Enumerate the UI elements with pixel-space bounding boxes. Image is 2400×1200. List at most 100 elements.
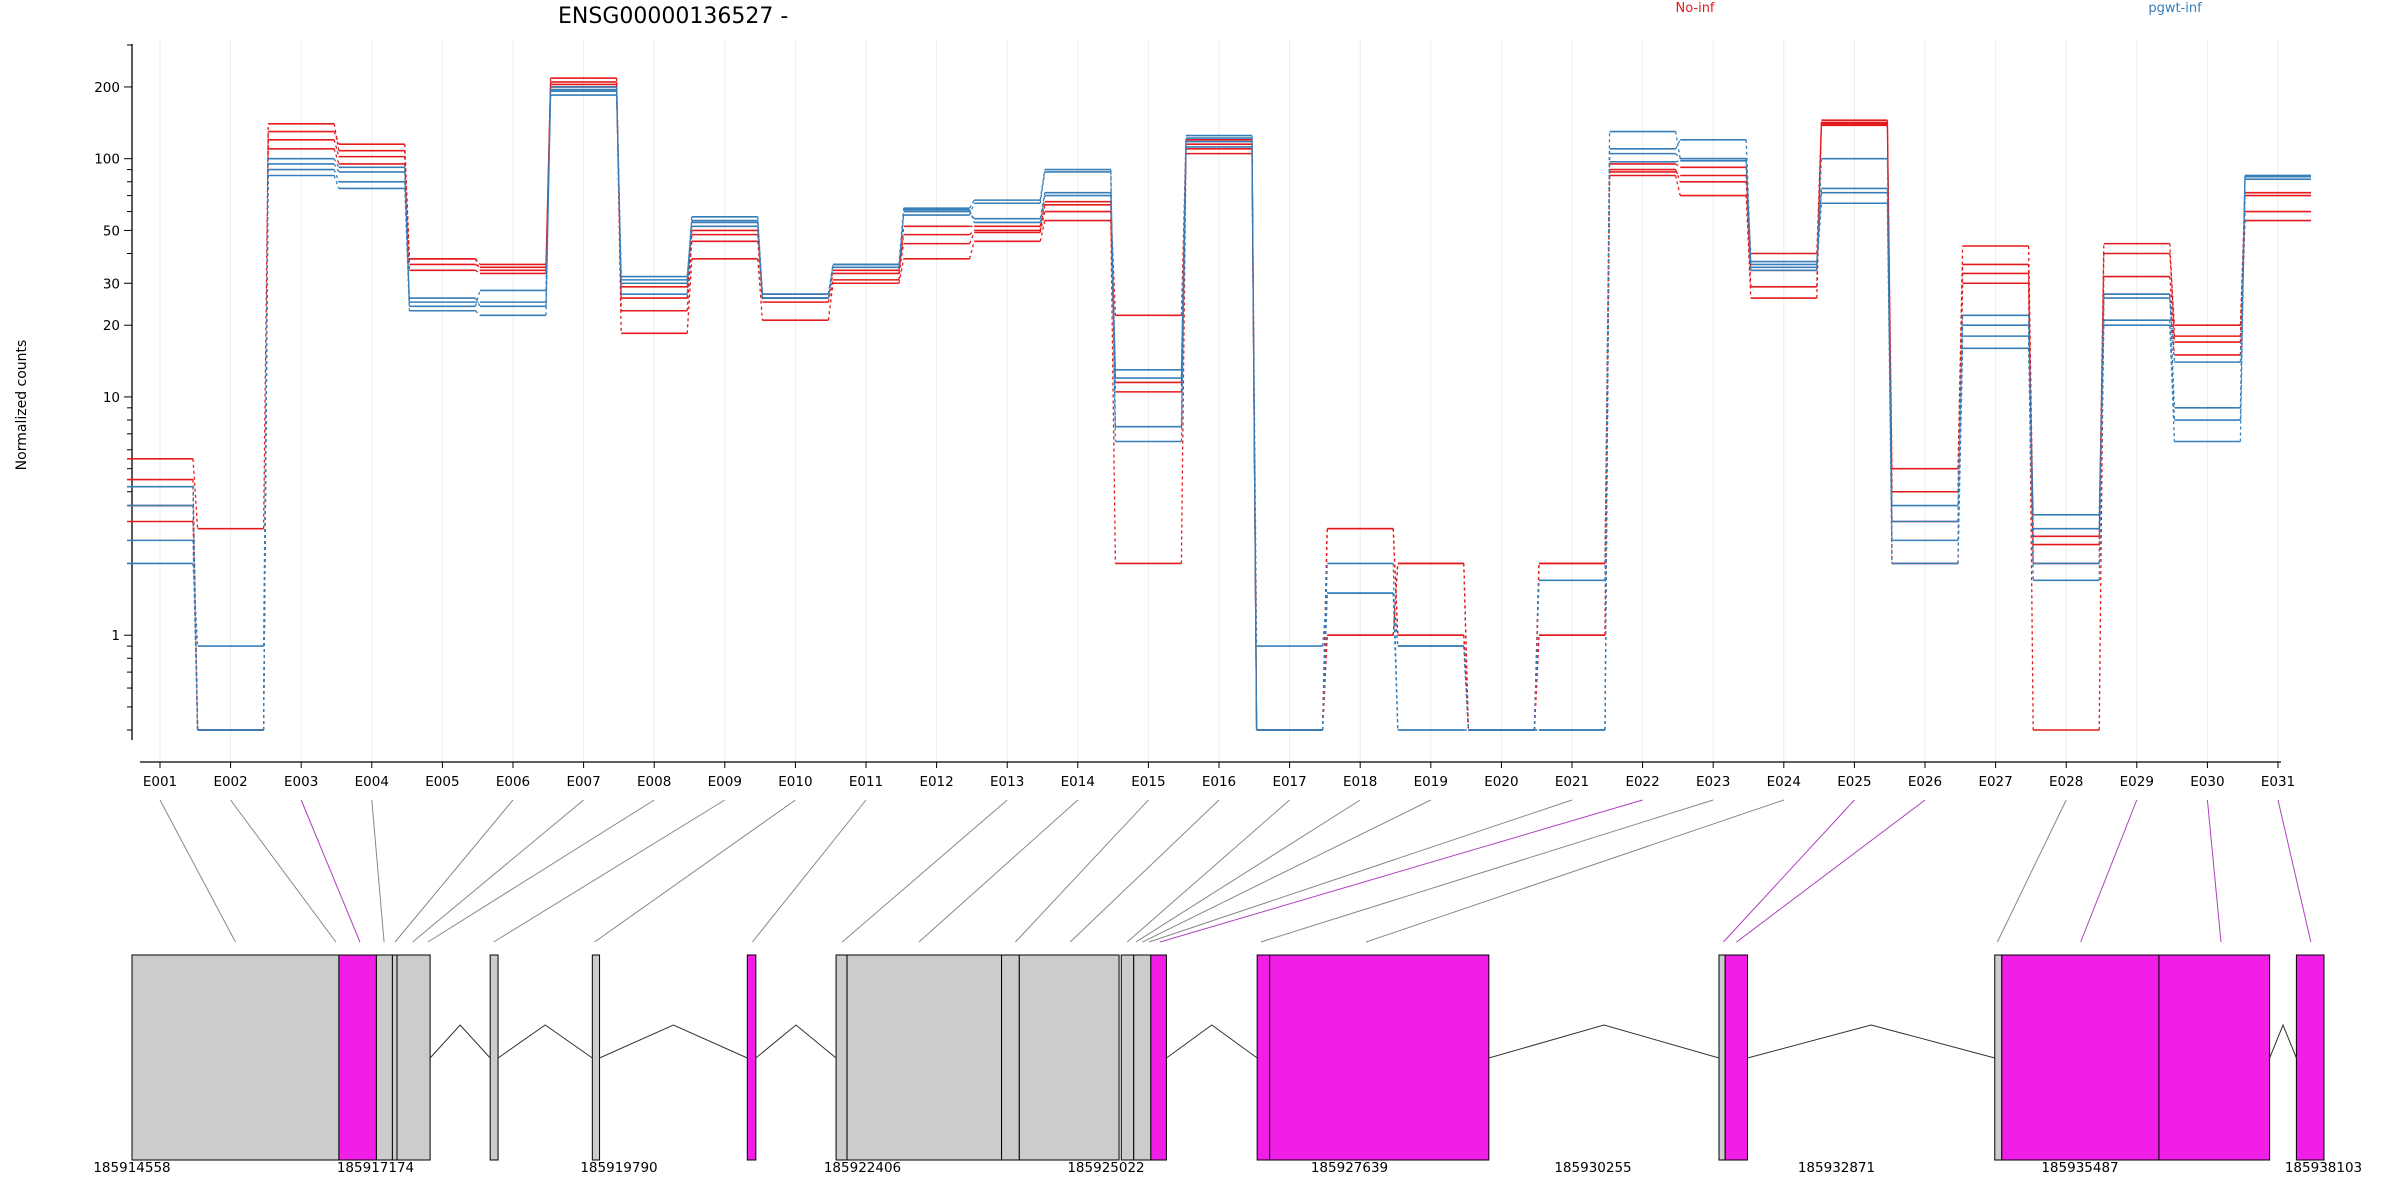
exon-connector	[1260, 799, 1714, 943]
series-transition	[1039, 204, 1046, 227]
x-tick-label: E014	[1061, 774, 1095, 790]
x-tick-label: E016	[1202, 774, 1236, 790]
series-transition	[262, 158, 269, 731]
series-transition	[333, 169, 340, 182]
intron-line	[1166, 1024, 1258, 1059]
x-tick-label: E021	[1555, 774, 1589, 790]
exon-connectors	[159, 799, 2312, 943]
series-transition	[1039, 169, 1046, 201]
series-transition	[333, 158, 340, 168]
exon-connector	[427, 799, 655, 943]
series-transition	[404, 171, 411, 303]
series-transition	[1392, 593, 1399, 647]
series-transition	[333, 123, 340, 151]
x-tick-label: E028	[2049, 774, 2083, 790]
series-transition	[333, 163, 340, 173]
x-tick-label: E008	[637, 774, 671, 790]
series-transition	[1039, 195, 1046, 223]
x-tick-label: E029	[2120, 774, 2154, 790]
series-transition	[2027, 325, 2034, 529]
series-transition	[898, 258, 905, 284]
exon-block	[396, 954, 431, 1161]
x-tick-label: E026	[1908, 774, 1942, 790]
intron-line	[429, 1024, 491, 1059]
series-transition	[615, 86, 622, 295]
series-transition	[1392, 563, 1399, 731]
x-tick-label: E027	[1978, 774, 2012, 790]
series-transition	[1251, 138, 1258, 731]
series-transition	[1321, 635, 1328, 731]
exon-block	[846, 954, 1003, 1161]
y-tick-label: 100	[94, 152, 120, 168]
coordinate-label: 185919790	[580, 1160, 657, 1176]
exon-block	[1269, 954, 1490, 1161]
intron-line	[2269, 1023, 2297, 1059]
x-tick-label: E019	[1414, 774, 1448, 790]
series-transition	[2098, 294, 2105, 515]
series-transition	[1180, 153, 1187, 564]
x-tick-label: E022	[1625, 774, 1659, 790]
intron-line	[1747, 1024, 1995, 1059]
intron-line	[755, 1024, 837, 1059]
x-axis: E001 E002 E003 E004 E005 E006 E007 E008 E009 E010…	[140, 761, 2295, 790]
exon-connector	[1365, 799, 1784, 943]
series-transition	[1675, 153, 1681, 160]
x-tick-label: E015	[1131, 774, 1165, 790]
series-transition	[1957, 315, 1964, 506]
exon-connector	[159, 799, 236, 943]
series-transition	[1392, 593, 1399, 731]
series-transition	[333, 148, 340, 165]
y-tick-label: 1	[111, 628, 120, 644]
series-transition	[262, 131, 269, 529]
exon-block	[1724, 954, 1749, 1161]
series-transition	[545, 86, 552, 291]
series-transition	[1816, 122, 1823, 254]
x-tick-label: E006	[496, 774, 530, 790]
x-tick-label: E024	[1767, 774, 1801, 790]
series-transition	[898, 243, 905, 274]
series-transition	[1745, 195, 1752, 299]
exon-connector	[1069, 799, 1220, 943]
series-transition	[1110, 192, 1117, 379]
exon-block	[1018, 954, 1120, 1161]
series-transition	[1463, 646, 1470, 731]
series-transition	[827, 279, 834, 303]
x-tick-label: E004	[355, 774, 389, 790]
series-transition	[969, 199, 975, 209]
x-tick-label: E002	[213, 774, 247, 790]
series-transition	[827, 264, 834, 295]
exon-block	[1133, 954, 1152, 1161]
series-transition	[1039, 192, 1046, 219]
x-tick-label: E013	[990, 774, 1024, 790]
exon-connector	[2206, 799, 2222, 943]
exon-block	[591, 954, 601, 1161]
series-transition	[1180, 138, 1187, 379]
exon-connector	[371, 799, 385, 943]
x-tick-label: E009	[708, 774, 742, 790]
exon-block	[746, 954, 757, 1161]
y-tick-label: 200	[94, 80, 120, 96]
series-transition	[827, 283, 834, 321]
series-transition	[1533, 580, 1540, 731]
intron-line	[497, 1024, 593, 1059]
series-transition	[686, 216, 693, 280]
exon-connector	[1126, 799, 1290, 943]
exon-connector	[493, 799, 726, 943]
series-transition	[1886, 158, 1893, 506]
series-transition	[1745, 158, 1752, 271]
series-transition	[333, 175, 340, 189]
coordinate-label: 185922406	[824, 1160, 901, 1176]
x-tick-label: E025	[1837, 774, 1871, 790]
coordinate-label: 185930255	[1554, 1160, 1631, 1176]
series-transition	[1745, 175, 1752, 254]
exon-connector	[2277, 799, 2312, 943]
y-axis-label: Normalized counts	[14, 340, 30, 471]
series-transition	[1180, 141, 1187, 442]
series-transition	[475, 269, 481, 274]
gene-model	[131, 954, 2325, 1161]
series-transition	[1463, 563, 1470, 731]
series-transition	[1675, 139, 1681, 150]
series-transition	[1957, 273, 1964, 522]
exon-block	[131, 954, 340, 1161]
series-transition	[898, 214, 905, 268]
